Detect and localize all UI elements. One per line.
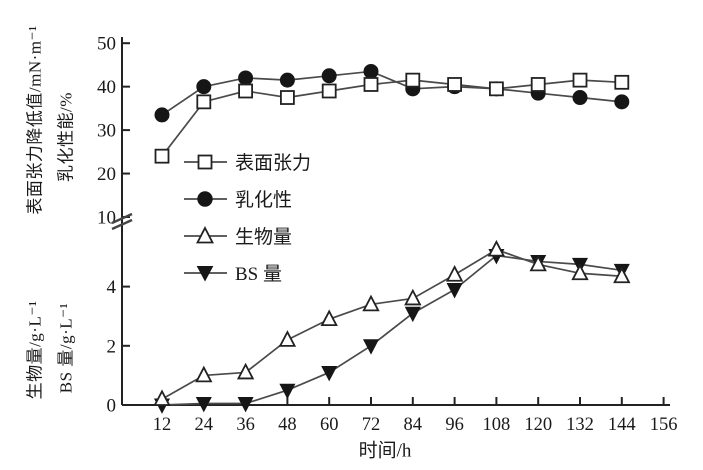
bs-amount-marker <box>446 283 463 299</box>
emulsification-marker <box>572 90 588 106</box>
x-tick-label: 120 <box>524 415 552 435</box>
y-tick-label: 30 <box>97 121 116 142</box>
biomass-marker <box>195 365 213 383</box>
legend-label-emulsification: 乳化性 <box>235 190 293 211</box>
x-tick-label: 96 <box>445 415 464 435</box>
y-axis-label-emulsification-units: 乳化性能/% <box>56 92 76 182</box>
open-square-icon <box>184 154 227 169</box>
y-tick-label: 0 <box>107 396 117 417</box>
surface-tension-marker <box>238 83 254 99</box>
biomass-marker <box>236 362 255 380</box>
emulsification-line <box>161 70 622 116</box>
emulsification-marker <box>238 70 254 86</box>
legend-label-biomass: 生物量 <box>235 227 293 248</box>
axis-break-icon <box>111 212 133 225</box>
biomass-marker <box>529 254 547 272</box>
x-tick-label: 144 <box>608 415 636 435</box>
emulsification-marker <box>279 72 295 88</box>
y-axis-label-surface-tension-units: 表面张力降低值/mN·m⁻¹ <box>25 25 45 215</box>
x-tick-label: 156 <box>650 415 678 435</box>
surface-tension-marker <box>488 81 504 97</box>
surface-tension-marker <box>363 77 379 92</box>
bs-amount-marker <box>404 306 421 323</box>
x-tick-label: 36 <box>236 415 255 435</box>
bs-amount-marker <box>362 339 380 355</box>
surface-tension-marker <box>614 74 630 90</box>
legend: 表面张力 乳化性 生物量 BS 量 <box>183 148 311 286</box>
surface-tension-marker <box>196 94 212 110</box>
surface-tension-marker <box>405 72 421 88</box>
surface-tension-line <box>161 79 622 157</box>
bs-amount-marker <box>321 365 338 382</box>
emulsification-marker <box>614 94 630 110</box>
filled-circle-icon <box>184 190 227 207</box>
y-tick-label: 20 <box>97 164 116 185</box>
x-tick-label: 132 <box>566 415 594 435</box>
y-tick-label: 4 <box>107 277 117 298</box>
surface-tension-marker <box>572 72 588 88</box>
surface-tension-marker <box>279 90 295 105</box>
biomass-marker <box>571 263 589 281</box>
surface-tension-marker <box>447 77 463 92</box>
emulsification-marker <box>154 107 170 123</box>
x-tick-label: 72 <box>362 415 381 435</box>
emulsification-marker <box>321 68 337 84</box>
x-tick-label: 108 <box>483 415 511 435</box>
y-axis-label-biomass-units: 生物量/g·L⁻¹ <box>25 300 45 400</box>
legend-item-bs-amount: BS 量 <box>183 259 311 286</box>
surface-tension-marker <box>154 148 170 164</box>
x-tick-label: 60 <box>320 415 339 435</box>
biomass-marker <box>445 265 464 282</box>
y-axis-label-bs-units: BS 量/g·L⁻¹ <box>56 302 76 394</box>
axis-break-icon <box>111 218 133 231</box>
biomass-line <box>161 248 622 400</box>
biomass-marker <box>404 288 422 306</box>
biomass-marker <box>320 309 338 327</box>
legend-item-biomass: 生物量 <box>183 222 311 249</box>
bs-amount-line <box>161 254 622 406</box>
y-tick-label: 50 <box>97 34 116 55</box>
x-axis-title: 时间/h <box>358 440 412 462</box>
x-tick-label: 24 <box>195 415 214 435</box>
y-tick-label: 10 <box>97 208 116 229</box>
surface-tension-marker <box>321 83 337 99</box>
emulsification-marker <box>196 79 212 95</box>
legend-item-emulsification: 乳化性 <box>183 185 311 212</box>
biomass-marker <box>613 266 631 284</box>
y-tick-label: 2 <box>107 336 117 357</box>
bs-amount-marker <box>195 397 212 413</box>
legend-label-bs-amount: BS 量 <box>235 264 282 285</box>
x-tick-label: 48 <box>278 415 297 435</box>
legend-item-surface-tension: 表面张力 <box>183 148 311 175</box>
y-tick-label: 40 <box>97 77 116 98</box>
biomass-marker <box>153 389 171 406</box>
bs-amount-marker <box>279 383 296 400</box>
open-triangle-up-icon <box>184 225 227 243</box>
x-tick-label: 12 <box>153 415 172 435</box>
biomass-marker <box>278 330 297 347</box>
biomass-marker <box>362 294 380 312</box>
emulsification-marker <box>363 63 379 79</box>
x-tick-label: 84 <box>404 415 423 435</box>
biomass-marker <box>487 239 506 257</box>
surface-tension-marker <box>530 77 546 92</box>
legend-label-surface-tension: 表面张力 <box>235 153 312 174</box>
filled-triangle-down-icon <box>184 265 227 282</box>
bs-amount-marker <box>237 397 254 413</box>
